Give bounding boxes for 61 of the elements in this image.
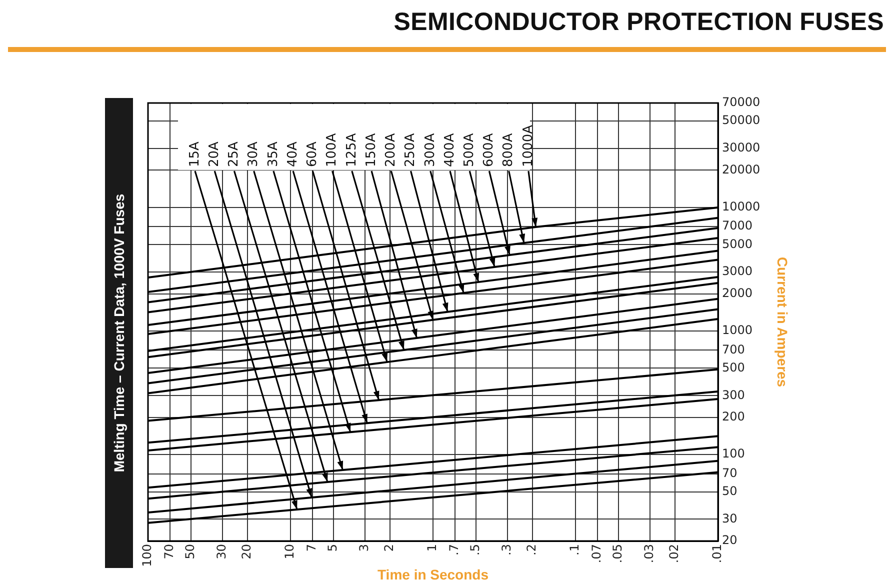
x-tick-label: 1 xyxy=(425,544,440,552)
y-tick-label: 70 xyxy=(722,466,738,480)
text: 400A xyxy=(442,133,458,167)
text: Melting Time – Current Data, 1000V Fuses xyxy=(111,192,127,474)
text: 35A xyxy=(266,141,281,167)
y-tick-label: 50000 xyxy=(722,113,760,128)
x-tick-label: 5 xyxy=(326,544,340,552)
y-tick-label: 5000 xyxy=(722,236,753,251)
text: 100A xyxy=(324,133,340,167)
y-tick-label: 300 xyxy=(722,388,745,402)
text: 250A xyxy=(403,133,418,167)
x-tick-label: 100 xyxy=(140,544,154,567)
text: 500A xyxy=(462,133,477,167)
y-tick-label: 1000 xyxy=(722,323,753,338)
x-tick-label: .05 xyxy=(610,544,625,564)
x-tick-label: .07 xyxy=(590,544,604,564)
x-tick-label: .02 xyxy=(667,544,682,564)
x-axis-title: Time in Seconds xyxy=(378,566,489,582)
x-tick-label: .03 xyxy=(642,544,656,564)
text: 60A xyxy=(305,141,320,167)
y-tick-label: 500 xyxy=(722,360,745,374)
text: 25A xyxy=(226,141,242,167)
x-tick-label: .1 xyxy=(568,544,582,556)
text: 30A xyxy=(246,141,262,167)
text: 15A xyxy=(187,141,202,167)
x-tick-label: 20 xyxy=(240,544,254,560)
y-tick-label: 70000 xyxy=(722,95,760,110)
text: 150A xyxy=(364,133,379,167)
y-tick-label: 50 xyxy=(722,484,738,498)
x-tick-label: 2 xyxy=(382,544,396,552)
text: 125A xyxy=(344,133,360,167)
text: 200A xyxy=(384,133,399,167)
text: 20A xyxy=(206,141,222,167)
y-tick-label: 700 xyxy=(722,342,745,356)
text: 40A xyxy=(285,141,300,167)
y-tick-label: 2000 xyxy=(722,286,753,300)
y-axis-title: Current in Amperes xyxy=(774,256,791,388)
x-tick-label: 70 xyxy=(162,544,176,560)
x-tick-label: .3 xyxy=(500,544,514,556)
text: 300A xyxy=(422,133,438,167)
x-tick-label: 50 xyxy=(183,544,198,560)
x-tick-label: 3 xyxy=(357,544,372,552)
x-tick-label: 7 xyxy=(304,544,319,552)
x-tick-label: .01 xyxy=(710,544,724,564)
y-tick-label: 3000 xyxy=(722,264,753,278)
y-tick-label: 10000 xyxy=(722,200,760,214)
x-tick-label: 30 xyxy=(214,544,229,560)
text: 1000A xyxy=(520,124,536,167)
y-tick-label: 200 xyxy=(722,410,745,424)
y-tick-label: 20000 xyxy=(722,162,760,176)
chart-title: SEMICONDUCTOR PROTECTION FUSES xyxy=(394,8,884,37)
x-tick-label: .5 xyxy=(468,544,482,556)
y-tick-label: 30 xyxy=(722,511,738,526)
x-tick-label: .2 xyxy=(524,544,539,556)
x-tick-label: 10 xyxy=(282,544,297,560)
x-tick-label: .7 xyxy=(447,544,462,556)
y-tick-label: 100 xyxy=(722,446,745,461)
y-tick-label: 30000 xyxy=(722,140,760,155)
text: 800A xyxy=(501,133,516,167)
y-tick-label: 7000 xyxy=(722,218,753,233)
text: 600A xyxy=(482,133,497,167)
